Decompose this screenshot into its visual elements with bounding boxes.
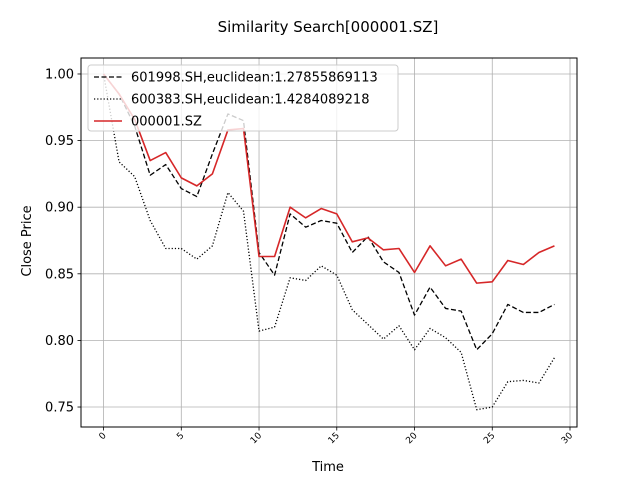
legend: 601998.SH,euclidean:1.27855869113 600383.…	[87, 64, 399, 132]
x-axis-label: Time	[311, 460, 344, 475]
y-ticks: 0.75 0.80 0.85 0.90 0.95 1.00	[45, 67, 81, 416]
y-tick-label: 0.85	[45, 267, 74, 282]
plot-frame	[80, 57, 578, 428]
legend-label: 600383.SH,euclidean:1.4284089218	[131, 93, 369, 108]
y-tick-label: 0.75	[45, 401, 74, 416]
series-line-600383	[102, 73, 556, 411]
x-tick-label: 0	[98, 431, 109, 442]
y-axis-label: Close Price	[20, 205, 35, 276]
y-tick-label: 0.80	[45, 334, 74, 349]
series-line-601998	[103, 73, 555, 351]
x-tick-label: 10	[249, 431, 264, 446]
y-tick-label: 1.00	[45, 67, 74, 82]
x-ticks: 0 5 10 15 20 25 30	[98, 427, 575, 446]
legend-label: 000001.SZ	[131, 115, 202, 130]
x-tick-label: 30	[560, 431, 575, 446]
x-tick-label: 20	[404, 431, 419, 446]
series-layer	[102, 73, 556, 411]
chart-title: Similarity Search[000001.SZ]	[218, 18, 439, 36]
y-tick-label: 0.90	[45, 201, 74, 216]
x-tick-label: 15	[327, 431, 342, 446]
y-tick-label: 0.95	[45, 134, 74, 149]
legend-box	[87, 64, 399, 132]
legend-label: 601998.SH,euclidean:1.27855869113	[131, 71, 378, 86]
x-tick-label: 5	[175, 431, 186, 442]
x-tick-label: 25	[482, 431, 497, 446]
series-line-000001	[102, 73, 555, 284]
